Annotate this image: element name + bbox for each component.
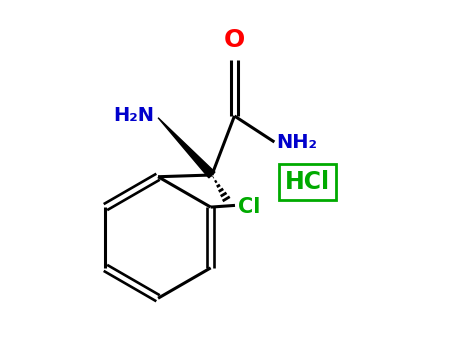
Text: Cl: Cl xyxy=(238,197,261,217)
Polygon shape xyxy=(158,118,215,178)
Text: O: O xyxy=(224,28,245,52)
Text: HCl: HCl xyxy=(285,170,330,194)
Text: H₂N: H₂N xyxy=(114,106,155,125)
Text: NH₂: NH₂ xyxy=(276,133,317,152)
